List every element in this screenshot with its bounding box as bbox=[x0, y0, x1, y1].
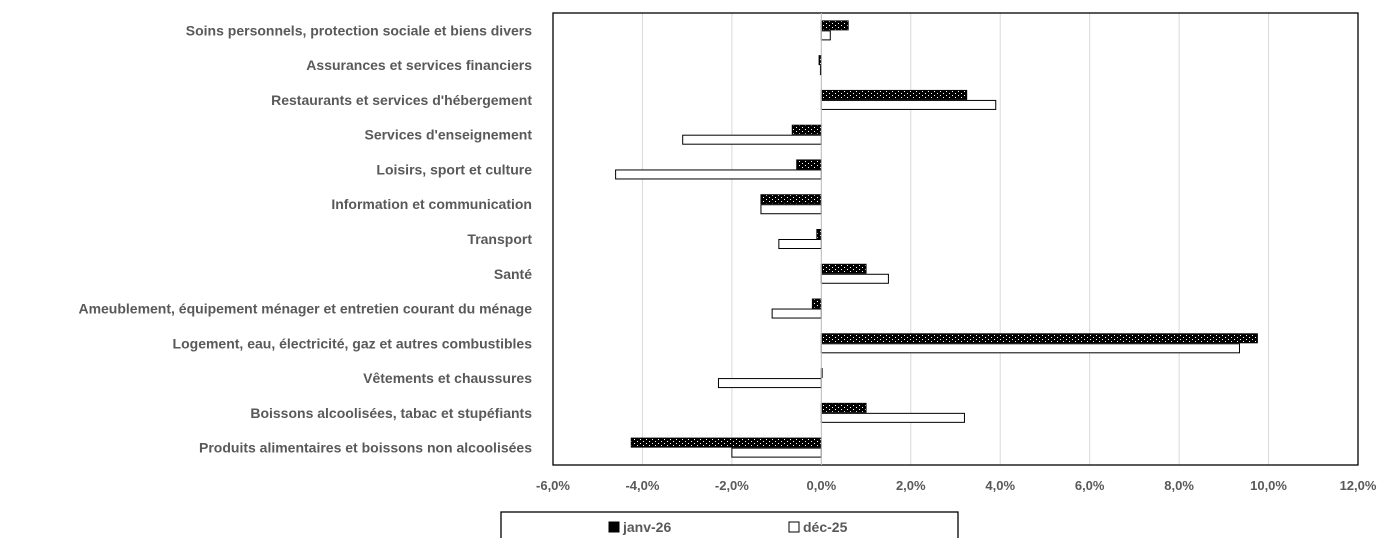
x-tick-label: -6,0% bbox=[536, 478, 570, 493]
legend-border bbox=[500, 511, 959, 538]
x-tick-label: 12,0% bbox=[1340, 478, 1377, 493]
category-label: Vêtements et chaussures bbox=[363, 370, 532, 386]
bar-janv-26 bbox=[791, 124, 822, 135]
bar-janv-26 bbox=[820, 333, 1258, 344]
bar-janv-26 bbox=[760, 194, 822, 205]
bar-janv-26 bbox=[630, 437, 822, 448]
bar-dec-25 bbox=[820, 99, 997, 110]
gridlines bbox=[641, 13, 1270, 465]
x-tick-label: 0,0% bbox=[807, 478, 837, 493]
category-label: Assurances et services financiers bbox=[306, 57, 532, 73]
x-tick-label: 8,0% bbox=[1164, 478, 1194, 493]
bar-dec-25 bbox=[778, 239, 822, 249]
category-labels: Soins personnels, protection sociale et … bbox=[78, 22, 532, 455]
category-label: Logement, eau, électricité, gaz et autre… bbox=[173, 335, 533, 351]
legend-label: janv-26 bbox=[622, 519, 671, 535]
bar-janv-26 bbox=[820, 402, 867, 413]
bar-janv-26 bbox=[796, 159, 822, 170]
plot-area-border bbox=[552, 12, 1359, 466]
legend-label: déc-25 bbox=[803, 519, 848, 535]
bar-dec-25 bbox=[820, 273, 889, 284]
bar-janv-26 bbox=[820, 89, 968, 100]
bar-dec-25 bbox=[615, 169, 822, 180]
category-label: Santé bbox=[494, 266, 532, 282]
x-tick-label: -2,0% bbox=[715, 478, 749, 493]
category-label: Boissons alcoolisées, tabac et stupéfian… bbox=[250, 405, 532, 421]
bar-dec-25 bbox=[820, 30, 831, 41]
category-label: Restaurants et services d'hébergement bbox=[271, 92, 532, 108]
bar-dec-25 bbox=[717, 378, 822, 389]
x-tick-label: 2,0% bbox=[896, 478, 926, 493]
bar-janv-26 bbox=[816, 229, 822, 239]
bar-janv-26 bbox=[820, 263, 867, 274]
x-tick-labels: -6,0% -4,0% -2,0% 0,0% 2,0% 4,0% 6,0% 8,0% 10,0%… bbox=[536, 478, 1377, 493]
x-tick-label: 10,0% bbox=[1250, 478, 1287, 493]
bar-dec-25 bbox=[820, 343, 1240, 354]
bar-janv-26 bbox=[811, 298, 822, 309]
legend-swatch bbox=[788, 521, 800, 533]
bar-dec-25 bbox=[731, 447, 822, 458]
bar-dec-25 bbox=[771, 308, 822, 319]
category-label: Services d'enseignement bbox=[364, 127, 532, 143]
category-label: Soins personnels, protection sociale et … bbox=[186, 22, 532, 38]
category-label: Produits alimentaires et boissons non al… bbox=[199, 440, 532, 456]
bar-dec-25 bbox=[682, 134, 822, 145]
x-tick-label: 6,0% bbox=[1075, 478, 1105, 493]
x-tick-label: -4,0% bbox=[625, 478, 659, 493]
legend: janv-26 déc-25 bbox=[500, 511, 959, 538]
legend-swatch bbox=[608, 521, 620, 533]
bar-dec-25 bbox=[820, 412, 965, 423]
category-label: Information et communication bbox=[331, 196, 532, 212]
bar-dec-25 bbox=[760, 204, 822, 215]
category-label: Loisirs, sport et culture bbox=[376, 161, 532, 177]
bar-janv-26 bbox=[820, 20, 849, 31]
category-label: Ameublement, équipement ménager et entre… bbox=[78, 301, 532, 317]
category-label: Transport bbox=[467, 231, 532, 247]
x-tick-label: 4,0% bbox=[985, 478, 1015, 493]
bars bbox=[615, 20, 1258, 458]
